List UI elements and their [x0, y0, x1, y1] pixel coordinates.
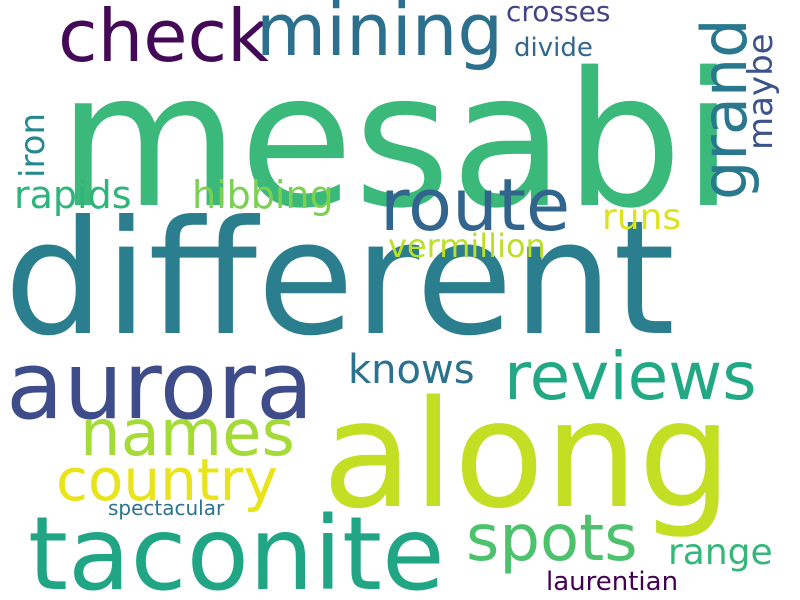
word-country: country	[56, 446, 278, 514]
word-along: along	[322, 369, 733, 541]
word-iron: iron	[13, 112, 53, 178]
word-different: different	[4, 187, 676, 371]
word-taconite: taconite	[28, 495, 445, 600]
word-maybe: maybe	[741, 33, 781, 150]
word-knows: knows	[348, 347, 475, 393]
word-aurora: aurora	[6, 332, 314, 441]
word-divide: divide	[514, 33, 593, 63]
word-reviews: reviews	[504, 338, 757, 415]
word-hibbing: hibbing	[192, 173, 334, 217]
word-names: names	[80, 397, 295, 471]
word-vermillion: vermillion	[388, 227, 546, 265]
word-spots: spots	[466, 502, 638, 576]
word-check: check	[58, 0, 269, 78]
word-range: range	[668, 532, 773, 573]
word-laurentian: laurentian	[546, 567, 679, 597]
word-rapids: rapids	[14, 173, 132, 217]
word-mining: mining	[256, 0, 504, 72]
word-route: route	[380, 163, 571, 247]
word-crosses: crosses	[506, 0, 611, 28]
word-spectacular: spectacular	[108, 496, 225, 520]
word-runs: runs	[602, 197, 682, 238]
word-mesabi: mesabi	[58, 32, 735, 249]
